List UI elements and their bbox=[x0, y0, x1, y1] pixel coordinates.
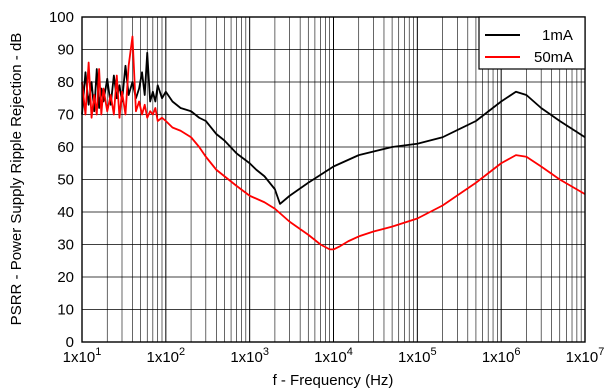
y-tick-labels: 0 10 20 30 40 50 60 70 80 90 100 bbox=[49, 9, 74, 351]
legend: 1mA 50mA bbox=[478, 16, 586, 70]
y-tick-label: 50 bbox=[57, 172, 74, 189]
x-tick-label: 1x105 bbox=[398, 346, 437, 366]
x-tick-label: 1x101 bbox=[63, 346, 102, 366]
legend-label-1mA: 1mA bbox=[542, 27, 573, 44]
x-tick-label: 1x102 bbox=[147, 346, 186, 366]
legend-box bbox=[478, 16, 586, 70]
series-lines bbox=[81, 35, 586, 251]
y-tick-label: 10 bbox=[57, 302, 74, 319]
legend-label-50mA: 50mA bbox=[534, 49, 573, 66]
x-tick-labels: 1x101 1x102 1x103 1x104 1x105 1x106 1x107 bbox=[63, 346, 605, 366]
x-tick-label: 1x104 bbox=[314, 346, 353, 366]
y-tick-label: 60 bbox=[57, 139, 74, 156]
series-line-1mA bbox=[81, 51, 586, 205]
y-axis-title: PSRR - Power Supply Ripple Rejection - d… bbox=[8, 33, 25, 326]
y-tick-label: 30 bbox=[57, 237, 74, 254]
y-tick-label: 90 bbox=[57, 42, 74, 59]
y-tick-label: 70 bbox=[57, 107, 74, 124]
x-axis-title: f - Frequency (Hz) bbox=[273, 372, 394, 389]
y-tick-label: 40 bbox=[57, 204, 74, 221]
plot-frame bbox=[81, 16, 586, 343]
y-tick-label: 0 bbox=[66, 334, 74, 351]
y-tick-label: 20 bbox=[57, 269, 74, 286]
x-tick-label: 1x103 bbox=[230, 346, 269, 366]
y-tick-label: 80 bbox=[57, 74, 74, 91]
series-line-50mA bbox=[81, 35, 586, 251]
x-tick-label: 1x107 bbox=[566, 346, 605, 366]
y-tick-label: 100 bbox=[49, 9, 74, 26]
x-tick-label: 1x106 bbox=[482, 346, 521, 366]
